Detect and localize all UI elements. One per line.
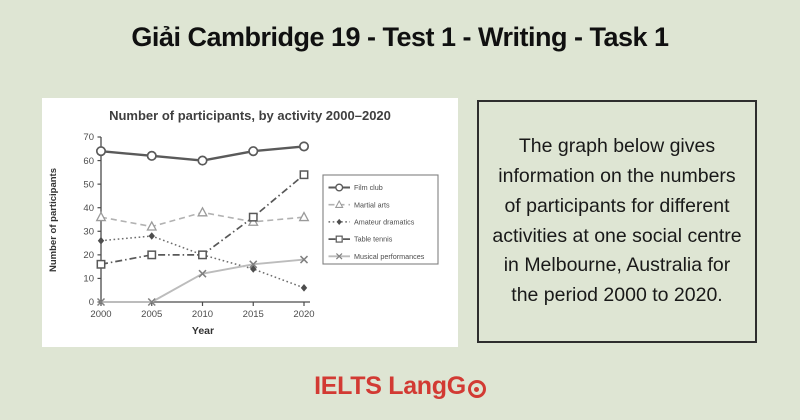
svg-text:50: 50 — [83, 179, 94, 190]
svg-text:0: 0 — [89, 297, 94, 308]
svg-text:Film club: Film club — [354, 183, 383, 192]
svg-text:Year: Year — [192, 325, 214, 337]
svg-text:2015: 2015 — [243, 309, 264, 320]
svg-text:2010: 2010 — [192, 309, 213, 320]
footer: IELTS LangG — [0, 372, 800, 401]
participants-line-chart: 0 10 20 30 40 50 60 70 2000 2005 2010 2015 2020 Year N… — [48, 132, 439, 337]
task-description-text: The graph below gives information on the… — [492, 135, 742, 307]
svg-text:Amateur dramatics: Amateur dramatics — [354, 218, 415, 227]
svg-text:10: 10 — [83, 274, 94, 285]
svg-text:70: 70 — [83, 132, 94, 143]
svg-text:Martial arts: Martial arts — [354, 200, 390, 209]
chart-panel: 0 10 20 30 40 50 60 70 2000 2005 2010 2015 2020 Year N… — [42, 98, 458, 347]
svg-text:40: 40 — [83, 203, 94, 214]
svg-text:2000: 2000 — [90, 309, 111, 320]
svg-text:20: 20 — [83, 250, 94, 261]
svg-text:60: 60 — [83, 156, 94, 167]
svg-text:Number of participants: Number of participants — [48, 168, 59, 272]
svg-text:2020: 2020 — [293, 309, 314, 320]
page-title: Giải Cambridge 19 - Test 1 - Writing - T… — [131, 22, 669, 52]
task-description-box: The graph below gives information on the… — [477, 100, 757, 343]
brand-text: IELTS LangG — [314, 372, 466, 400]
svg-text:30: 30 — [83, 226, 94, 237]
svg-text:Musical performances: Musical performances — [354, 252, 425, 261]
brand-logo: IELTS LangG — [314, 372, 486, 401]
svg-text:Table tennis: Table tennis — [354, 235, 393, 244]
brand-target-o-icon — [467, 380, 486, 398]
chart-title: Number of participants, by activity 2000… — [109, 108, 391, 123]
svg-text:2005: 2005 — [141, 309, 162, 320]
